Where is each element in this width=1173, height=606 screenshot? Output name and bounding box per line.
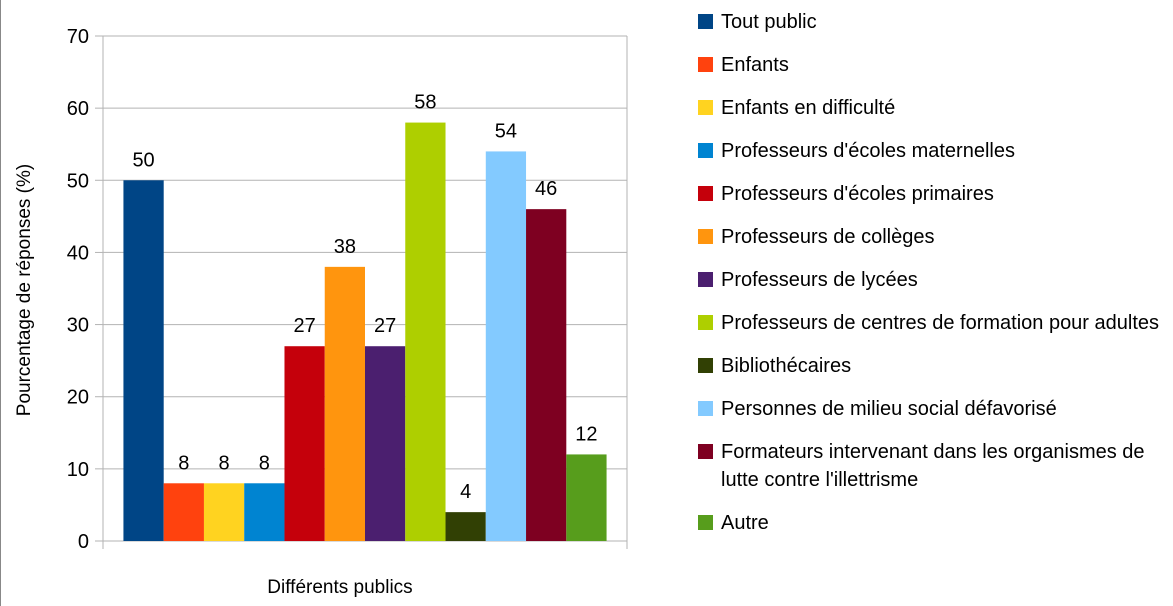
legend-item: Professeurs d'écoles maternelles [698,137,1168,165]
legend-swatch [698,143,713,158]
legend-swatch [698,100,713,115]
bar [405,122,446,542]
bar [365,346,406,541]
legend-label: Professeurs de centres de formation pour… [721,312,1160,334]
bar [445,512,486,541]
data-label: 54 [495,120,517,142]
data-label: 27 [374,315,396,337]
legend-item: Personnes de milieu social défavorisé [698,395,1168,423]
y-tick-label: 60 [67,98,89,120]
bar [485,151,527,541]
data-label: 50 [132,149,154,171]
x-axis-label: Différents publics [267,577,412,598]
legend-label: Enfants en difficulté [721,97,896,119]
legend-label: Professeurs de lycées [721,269,918,291]
legend-swatch [698,272,713,287]
legend-swatch [698,315,713,330]
legend-item: Bibliothécaires [698,352,1168,380]
y-tick-label: 40 [67,242,89,264]
legend-item: Professeurs de centres de formation pour… [698,309,1168,337]
bar [203,483,245,541]
y-tick-label: 10 [67,459,89,481]
bar [244,483,285,541]
legend-swatch [698,14,713,29]
data-label: 12 [575,423,597,445]
bar [324,266,365,541]
legend-label: Professeurs de collèges [721,226,935,248]
bar [526,209,567,541]
data-label: 58 [414,92,436,114]
legend-swatch [698,186,713,201]
bar [163,483,204,541]
data-label: 8 [259,452,270,474]
y-tick-label: 20 [67,387,89,409]
legend-item: Formateurs intervenant dans les organism… [698,438,1168,494]
data-label: 8 [219,452,230,474]
legend-label: Autre [721,512,769,534]
bar [566,454,607,541]
legend-label: Enfants [721,54,789,76]
legend: Tout public Enfants Enfants en difficulté P… [698,8,1168,537]
legend-label: Formateurs intervenant dans les organism… [721,441,1145,491]
legend-item: Professeurs de lycées [698,266,1168,294]
legend-label: Bibliothécaires [721,355,852,377]
legend-swatch [698,444,713,459]
legend-swatch [698,229,713,244]
legend-swatch [698,57,713,72]
legend-item: Enfants [698,51,1168,79]
legend-label: Personnes de milieu social défavorisé [721,398,1057,420]
y-tick-label: 30 [67,315,89,337]
y-axis-label: Pourcentage de réponses (%) [14,164,35,416]
y-tick-label: 0 [78,531,89,553]
y-tick-label: 70 [67,26,89,48]
legend-item: Tout public [698,8,1168,36]
data-label: 38 [334,236,356,258]
legend-label: Professeurs d'écoles primaires [721,183,994,205]
data-label: 27 [293,315,315,337]
y-tick-label: 50 [67,170,89,192]
data-label: 4 [460,481,471,503]
data-label: 8 [178,452,189,474]
legend-label: Tout public [721,11,817,33]
legend-item: Professeurs de collèges [698,223,1168,251]
legend-swatch [698,401,713,416]
bar [123,180,164,542]
legend-swatch [698,515,713,530]
bar [284,346,325,541]
legend-item: Autre [698,509,1168,537]
legend-item: Professeurs d'écoles primaires [698,180,1168,208]
legend-item: Enfants en difficulté [698,94,1168,122]
legend-swatch [698,358,713,373]
legend-label: Professeurs d'écoles maternelles [721,140,1015,162]
data-label: 46 [535,178,557,200]
